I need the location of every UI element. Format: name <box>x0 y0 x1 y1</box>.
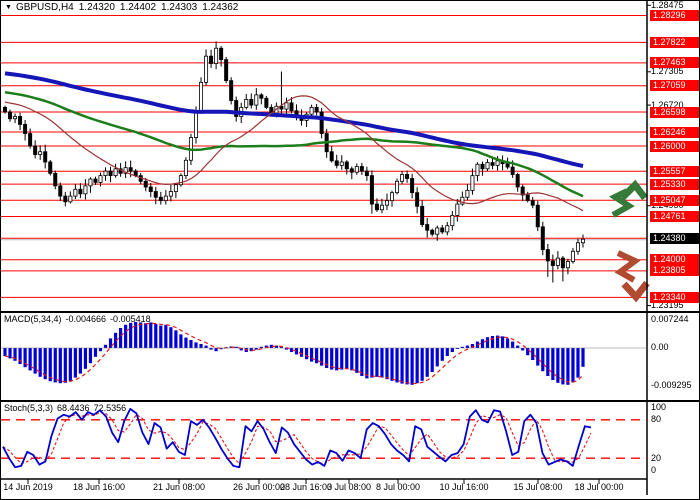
stoch-indicator-label: Stoch(5,3,3) 68.4436 72.5356 <box>4 403 126 413</box>
price-level-label: 1.26000 <box>650 141 699 152</box>
price-level-label: 1.26246 <box>650 127 699 138</box>
x-axis-label: 3 Jul 08:00 <box>326 482 372 492</box>
price-high: 1.24402 <box>119 2 157 13</box>
stoch-axis-80: 80 <box>651 414 662 424</box>
x-axis-label: 28 Jun 16:00 <box>279 482 333 492</box>
ma-line-medium <box>4 91 584 198</box>
x-axis-label: 18 Jul 00:00 <box>574 482 624 492</box>
macd-axis-min: -0.009295 <box>651 380 692 390</box>
price-tick-label: 1.27305 <box>651 66 684 76</box>
price-level-label: 1.24000 <box>650 254 699 265</box>
x-axis-label: 8 Jul 00:00 <box>375 482 421 492</box>
current-price-label: 1.24380 <box>650 233 699 244</box>
x-axis-label: 26 Jun 00:00 <box>232 482 286 492</box>
price-level-label: 1.27059 <box>650 80 699 91</box>
x-axis-label: 15 Jul 08:00 <box>513 482 563 492</box>
price-level-label: 1.25047 <box>650 195 699 206</box>
arrow-up-annotation[interactable] <box>608 179 648 218</box>
stoch-name: Stoch(5,3,3) <box>4 403 54 413</box>
x-axis-label: 18 Jun 16:00 <box>72 482 126 492</box>
price-close: 1.24362 <box>202 2 239 13</box>
price-level-label: 1.28296 <box>650 10 699 21</box>
x-axis-label: 14 Jun 2019 <box>3 482 53 492</box>
price-open: 1.24320 <box>78 2 115 13</box>
candles <box>3 41 586 283</box>
x-axis-label: 10 Jul 16:00 <box>439 482 489 492</box>
price-level-label: 1.27822 <box>650 37 699 48</box>
x-axis-label: 21 Jun 08:00 <box>152 482 206 492</box>
macd-signal-line <box>4 322 584 385</box>
arrow-down-annotation[interactable] <box>614 250 650 303</box>
price-level-label: 1.26598 <box>650 107 699 118</box>
stoch-axis-0: 0 <box>651 465 657 475</box>
price-low: 1.24303 <box>161 2 198 13</box>
macd-main-value: -0.004666 <box>65 314 107 324</box>
macd-name: MACD(5,34,4) <box>4 314 62 324</box>
macd-axis-zero: 0.00 <box>651 342 669 352</box>
symbol-period-label: GBPUSD,H4 <box>15 2 74 13</box>
price-level-label: 1.24761 <box>650 211 699 222</box>
stoch-k-value: 68.4436 <box>57 403 90 413</box>
symbol-dropdown-icon[interactable]: ▼ <box>5 4 12 11</box>
price-level-label: 1.25557 <box>650 166 699 177</box>
price-tick-label: 1.23195 <box>651 300 684 310</box>
stoch-k-line <box>2 407 592 469</box>
macd-indicator-label: MACD(5,34,4) -0.004666 -0.005418 <box>4 314 151 324</box>
stoch-axis-20: 20 <box>651 453 662 463</box>
price-level-label: 1.23340 <box>650 292 699 303</box>
price-level-label: 1.23805 <box>650 265 699 276</box>
price-tick-label: 1.28475 <box>651 0 684 10</box>
price-tick-label: 1.26720 <box>651 100 684 110</box>
macd-axis-max: 0.007244 <box>651 314 689 324</box>
macd-signal-value: -0.005418 <box>110 314 151 324</box>
ma-line-slow <box>4 71 584 168</box>
stoch-d-value: 72.5356 <box>93 403 127 413</box>
price-level-label: 1.25330 <box>650 179 699 190</box>
macd-histogram <box>3 322 585 385</box>
price-level-label: 1.27463 <box>650 57 699 68</box>
stoch-axis-100: 100 <box>651 402 667 412</box>
title-bar: ▼ GBPUSD,H4 1.24320 1.24402 1.24303 1.24362 <box>5 2 238 13</box>
ma-line-fast <box>4 95 584 212</box>
